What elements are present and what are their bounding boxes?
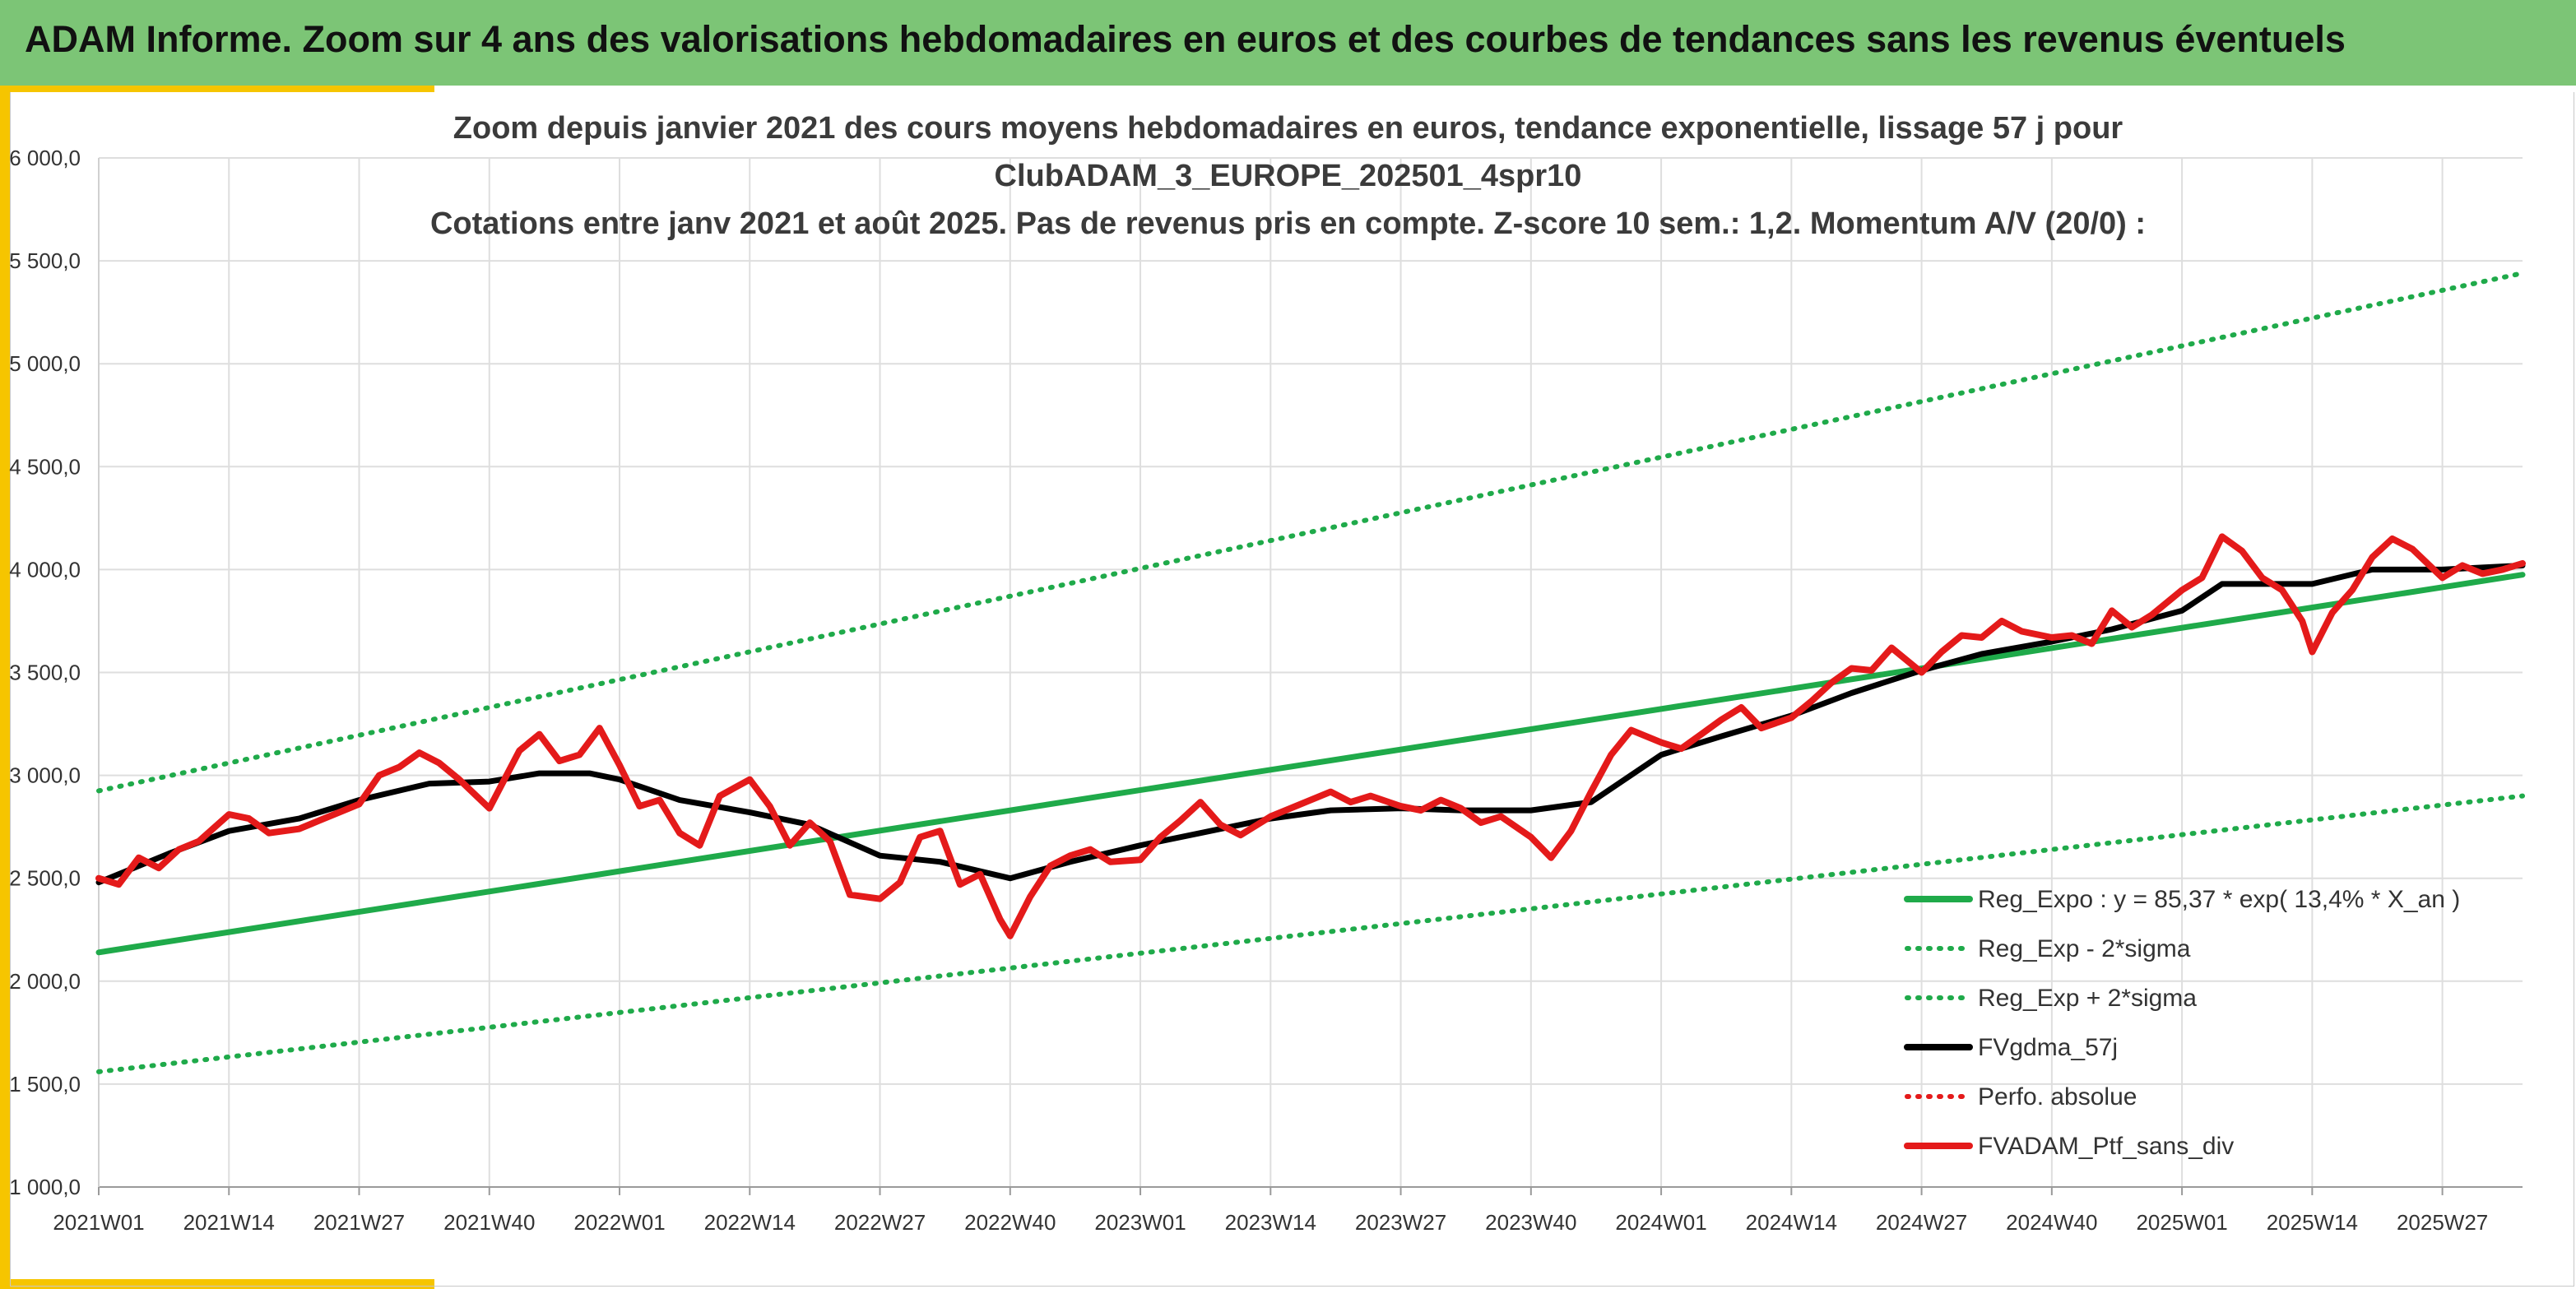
x-tick-label: 2021W27 [313,1210,405,1235]
x-tick-label: 2023W40 [1485,1210,1576,1235]
series-line-1 [96,793,2525,1074]
banner-title: ADAM Informe. Zoom sur 4 ans des valoris… [25,18,2346,60]
x-tick-label: 2021W01 [53,1210,144,1235]
x-tick-label: 2023W27 [1355,1210,1446,1235]
legend-entry-label: FVADAM_Ptf_sans_div [1978,1133,2234,1160]
series-line-5 [95,533,2526,939]
legend-entry-label: Reg_Exp + 2*sigma [1978,985,2197,1012]
y-tick-label: 1 000,0 [9,1175,81,1199]
x-tick-label: 2025W14 [2267,1210,2358,1235]
y-tick-label: 5 500,0 [9,248,81,273]
chart-title-line-2: ClubADAM_3_EUROPE_202501_4spr10 [994,159,1582,193]
x-tick-label: 2024W01 [1615,1210,1706,1235]
y-tick-label: 4 000,0 [9,557,81,582]
x-tick-label: 2025W27 [2397,1210,2488,1235]
x-tick-label: 2024W40 [2006,1210,2097,1235]
x-tick-label: 2022W27 [834,1210,926,1235]
legend-entry-label: Reg_Exp - 2*sigma [1978,935,2191,962]
x-tick-label: 2021W14 [183,1210,275,1235]
legend-entry-label: Reg_Expo : y = 85,37 * exp( 13,4% * X_an… [1978,886,2460,913]
series-lines [95,271,2526,1074]
chart-frame [10,92,2574,1287]
chart-title-line-1: Zoom depuis janvier 2021 des cours moyen… [453,111,2123,146]
y-tick-label: 6 000,0 [9,146,81,170]
y-tick-label: 1 500,0 [9,1072,81,1097]
y-tick-label: 3 000,0 [9,763,81,788]
y-tick-label: 4 500,0 [9,454,81,479]
x-axis-ticks: 2021W01 2021W14 2021W27 2021W40 2022W01 2022W… [53,1210,2488,1235]
x-tick-label: 2025W01 [2136,1210,2227,1235]
x-tick-label: 2022W40 [964,1210,1056,1235]
chart-title-line-3: Cotations entre janv 2021 et août 2025. … [429,206,2147,241]
y-tick-label: 2 000,0 [9,969,81,994]
accent-bar-bottom [0,1279,434,1289]
x-tick-label: 2023W14 [1225,1210,1316,1235]
legend: Reg_Expo : y = 85,37 * exp( 13,4% * X_an… [1904,886,2460,1160]
legend-entry-label: FVgdma_57j [1978,1034,2118,1061]
series-line-2 [96,271,2525,794]
header-banner: ADAM Informe. Zoom sur 4 ans des valoris… [0,0,2576,86]
x-tick-label: 2022W01 [573,1210,665,1235]
x-tick-label: 2024W14 [1746,1210,1837,1235]
y-tick-label: 3 500,0 [9,661,81,685]
y-axis-ticks: 6 000,0 5 500,0 5 000,0 4 500,0 4 000,0 3 500… [9,146,81,1199]
accent-bar-left [0,86,10,1289]
y-tick-label: 5 000,0 [9,351,81,376]
accent-bar-top [0,86,434,92]
legend-entry-label: Perfo. absolue [1978,1083,2137,1110]
x-tick-label: 2023W01 [1094,1210,1186,1235]
y-tick-label: 2 500,0 [9,866,81,891]
grid-lines [98,157,2523,1195]
x-tick-label: 2024W27 [1876,1210,1967,1235]
x-tick-label: 2021W40 [443,1210,535,1235]
series-line-0 [95,572,2526,956]
x-tick-label: 2022W14 [704,1210,796,1235]
